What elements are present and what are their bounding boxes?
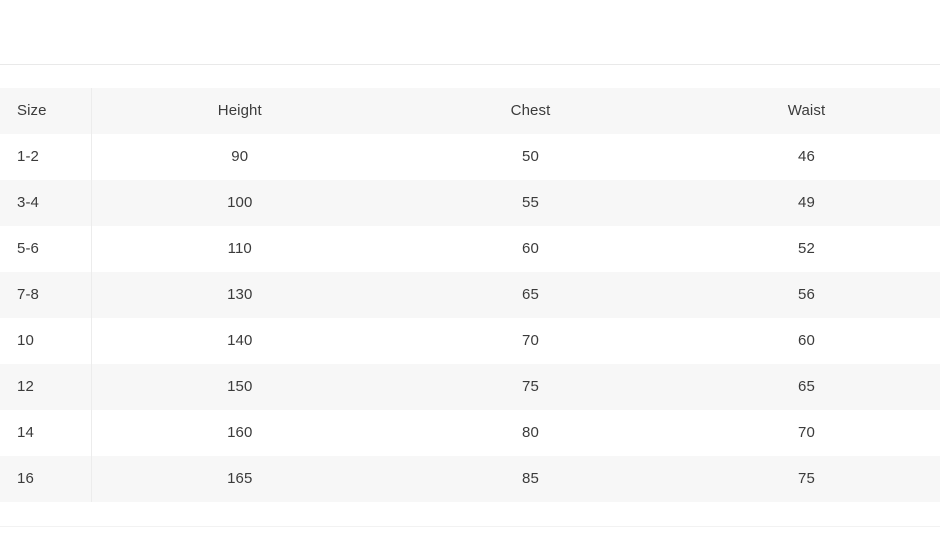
cell-size: 10 xyxy=(0,318,92,364)
cell-size: 16 xyxy=(0,456,92,502)
cell-height: 140 xyxy=(227,332,253,349)
cell-waist: 56 xyxy=(798,286,815,303)
table-header: Size Height Chest Waist xyxy=(0,88,940,134)
table-row: 7-8 130 65 56 xyxy=(0,272,940,318)
cell-height: 100 xyxy=(227,194,253,211)
column-header-waist[interactable]: Waist xyxy=(787,102,826,119)
table-row: 5-6 110 60 52 xyxy=(0,226,940,272)
table-trailing-row xyxy=(0,502,940,526)
cell-chest: 80 xyxy=(522,424,539,441)
table-top-gap xyxy=(0,65,940,88)
cell-chest: 50 xyxy=(522,148,539,165)
column-header-chest[interactable]: Chest xyxy=(510,102,551,119)
cell-size: 12 xyxy=(0,364,92,410)
cell-height: 160 xyxy=(227,424,253,441)
cell-waist: 65 xyxy=(798,378,815,395)
cell-height: 110 xyxy=(227,240,252,257)
cell-waist: 70 xyxy=(798,424,815,441)
cell-chest: 70 xyxy=(522,332,539,349)
table-body: 1-2 90 50 46 3-4 100 55 49 5-6 110 60 52… xyxy=(0,134,940,502)
table-bottom-divider xyxy=(0,526,940,527)
cell-size: 1-2 xyxy=(0,134,92,180)
cell-waist: 75 xyxy=(798,470,815,487)
cell-chest: 75 xyxy=(522,378,539,395)
table-row: 10 140 70 60 xyxy=(0,318,940,364)
column-header-size[interactable]: Size xyxy=(0,88,92,134)
cell-size: 7-8 xyxy=(0,272,92,318)
bottom-blank-area xyxy=(0,527,940,546)
cell-height: 90 xyxy=(231,148,249,165)
table-header-row: Size Height Chest Waist xyxy=(0,88,940,134)
top-blank-area xyxy=(0,0,940,64)
cell-size: 5-6 xyxy=(0,226,92,272)
table-trailing-row-fill xyxy=(0,502,940,526)
cell-chest: 65 xyxy=(522,286,539,303)
column-header-height[interactable]: Height xyxy=(217,102,262,119)
cell-height: 165 xyxy=(227,470,253,487)
cell-chest: 55 xyxy=(522,194,539,211)
table-row: 16 165 85 75 xyxy=(0,456,940,502)
size-chart-table: Size Height Chest Waist 1-2 90 50 46 3-4… xyxy=(0,88,940,502)
top-divider xyxy=(0,64,940,65)
cell-height: 130 xyxy=(227,286,253,303)
cell-waist: 52 xyxy=(798,240,815,257)
cell-chest: 60 xyxy=(522,240,539,257)
table-row: 1-2 90 50 46 xyxy=(0,134,940,180)
cell-waist: 60 xyxy=(798,332,815,349)
cell-size: 3-4 xyxy=(0,180,92,226)
table-row: 3-4 100 55 49 xyxy=(0,180,940,226)
table-row: 14 160 80 70 xyxy=(0,410,940,456)
cell-height: 150 xyxy=(227,378,253,395)
cell-waist: 46 xyxy=(798,148,815,165)
cell-waist: 49 xyxy=(798,194,815,211)
cell-size: 14 xyxy=(0,410,92,456)
cell-chest: 85 xyxy=(522,470,539,487)
table-row: 12 150 75 65 xyxy=(0,364,940,410)
